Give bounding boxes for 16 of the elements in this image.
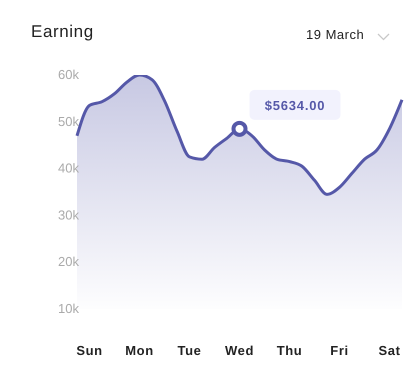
- chart-title: Earning: [31, 22, 94, 42]
- y-tick-label: 20k: [58, 254, 80, 270]
- y-tick-label: 40k: [58, 160, 80, 176]
- x-tick-label: Wed: [224, 343, 254, 358]
- y-tick-label: 60k: [58, 67, 80, 82]
- x-tick-label: Thu: [276, 343, 302, 358]
- annotation: $5634.00: [264, 98, 326, 113]
- chart-subtitle: 19 March: [306, 27, 364, 42]
- y-tick-label: 10k: [58, 301, 80, 316]
- y-tick-label: 50k: [58, 114, 80, 129]
- y-tick-label: 30k: [58, 207, 80, 222]
- x-tick-label: Sun: [76, 343, 103, 358]
- x-tick-label: Mon: [125, 343, 154, 358]
- x-tick-label: Sat: [378, 343, 401, 358]
- x-tick-label: Fri: [330, 343, 349, 358]
- x-tick-label: Tue: [178, 343, 202, 358]
